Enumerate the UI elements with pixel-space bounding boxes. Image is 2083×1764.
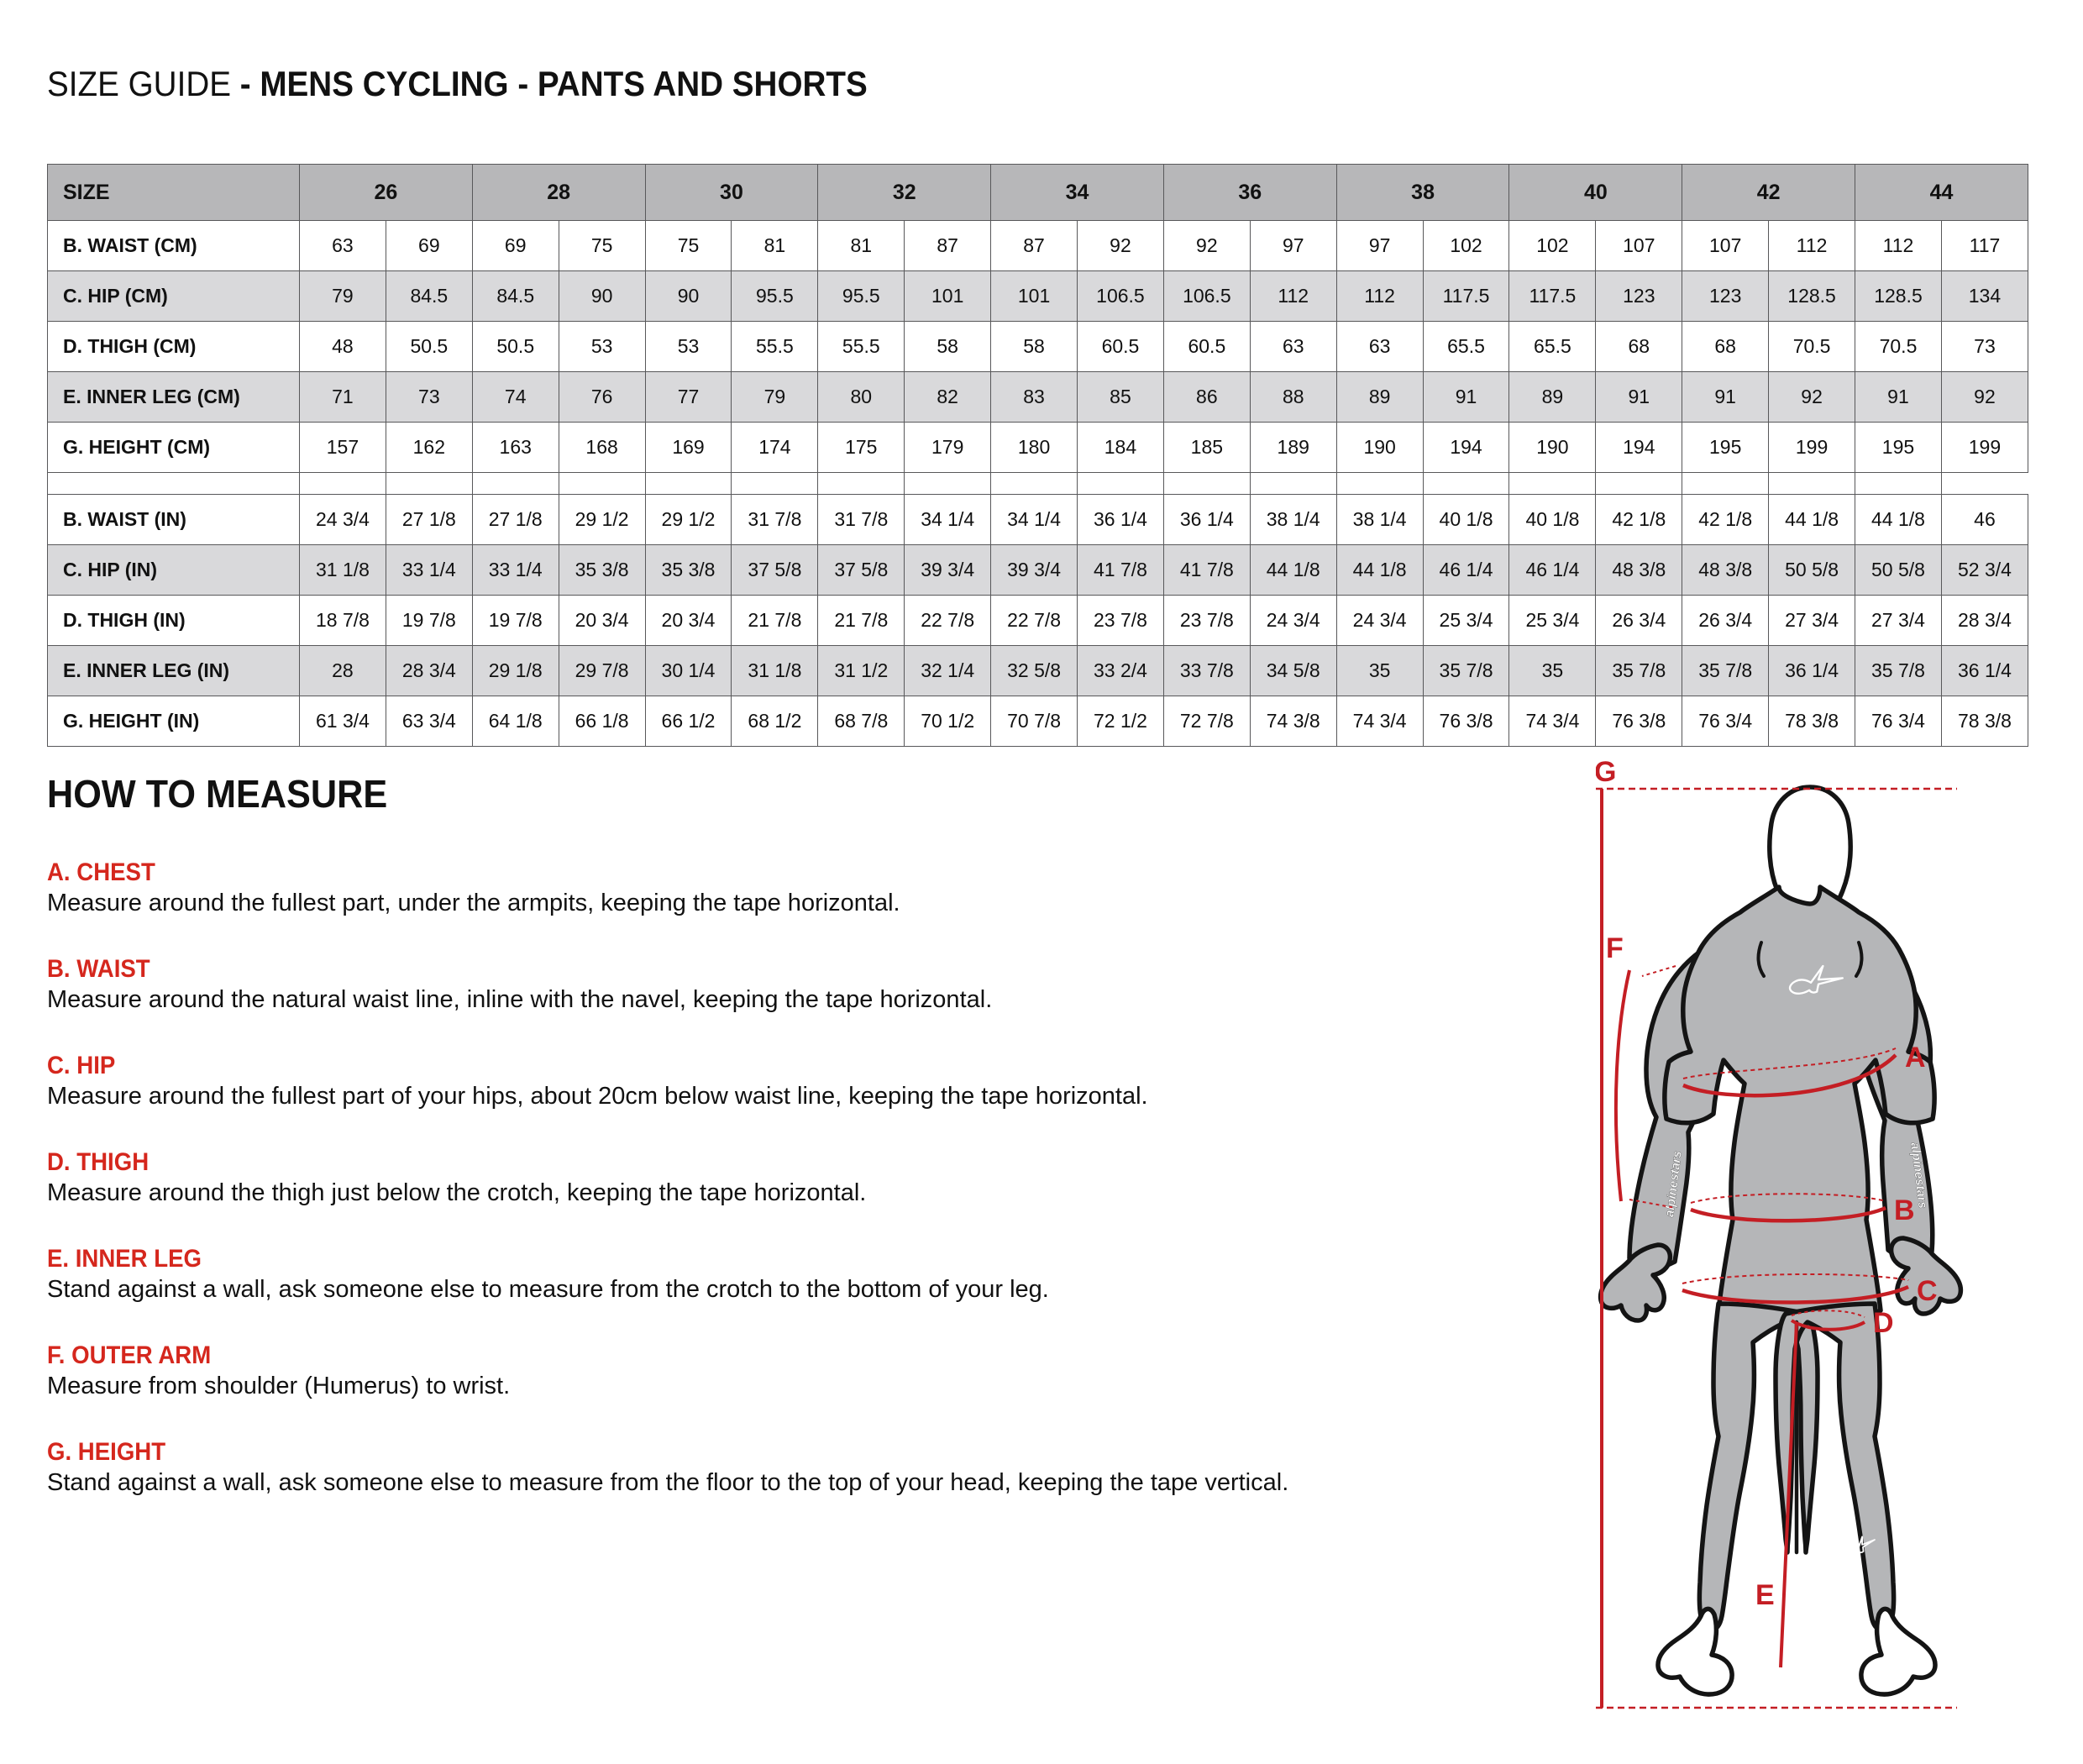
svg-text:B: B xyxy=(1894,1194,1915,1226)
svg-text:F: F xyxy=(1606,932,1624,964)
svg-text:E: E xyxy=(1755,1579,1775,1611)
svg-text:C: C xyxy=(1917,1275,1938,1307)
svg-text:A: A xyxy=(1905,1042,1926,1074)
svg-text:D: D xyxy=(1873,1307,1894,1339)
svg-text:G: G xyxy=(1596,756,1616,788)
